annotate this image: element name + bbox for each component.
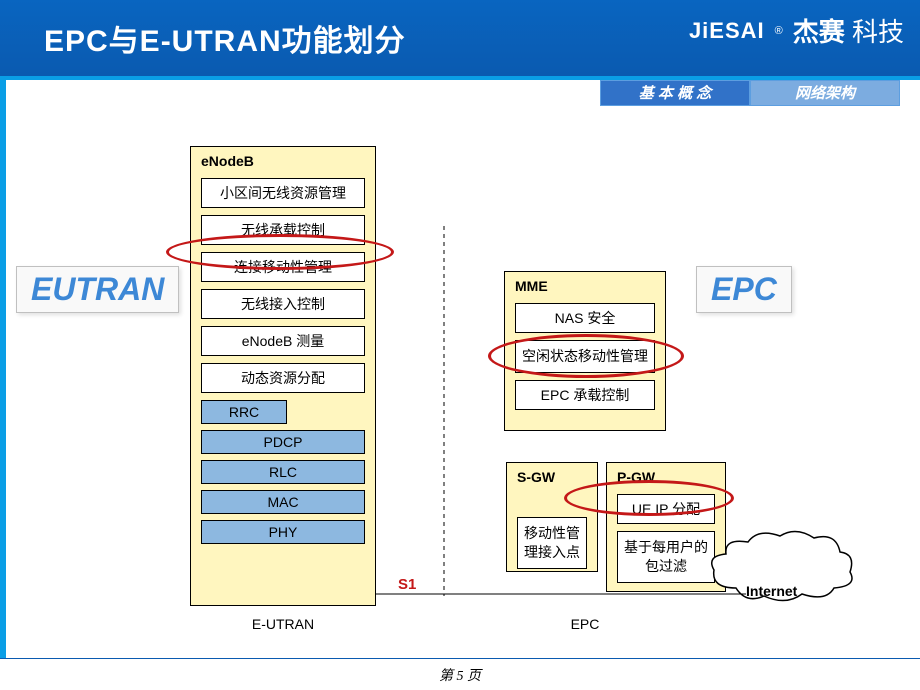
enodeb-box: eNodeB 小区间无线资源管理 无线承载控制 连接移动性管理 无线接入控制 e… <box>190 146 376 606</box>
enodeb-item: 动态资源分配 <box>201 363 365 393</box>
sgw-item: 移动性管理接入点 <box>517 517 587 569</box>
header: EPC与E-UTRAN功能划分 JiESAI ® 杰赛 科技 <box>0 0 920 76</box>
enodeb-item: 无线承载控制 <box>201 215 365 245</box>
logo: JiESAI ® 杰赛 科技 <box>689 12 904 49</box>
footer: 第 5 页 <box>0 658 920 690</box>
page-number: 第 5 页 <box>0 665 920 685</box>
reg-mark: ® <box>775 25 783 37</box>
s1-label: S1 <box>398 576 416 593</box>
eutran-caption: E-UTRAN <box>190 616 376 632</box>
pgw-item: UE IP 分配 <box>617 494 715 524</box>
logo-mark: JiESAI <box>689 18 765 44</box>
mme-item: EPC 承载控制 <box>515 380 655 410</box>
enodeb-item: 无线接入控制 <box>201 289 365 319</box>
logo-cn: 杰赛 科技 <box>793 12 904 49</box>
tab-network-arch[interactable]: 网络架构 <box>750 80 900 106</box>
tab-bar: 基 本 概 念 网络架构 <box>600 80 900 106</box>
enodeb-proto: PHY <box>201 520 365 544</box>
enodeb-proto: RRC <box>201 400 287 424</box>
enodeb-item: 小区间无线资源管理 <box>201 178 365 208</box>
eutran-side-label: EUTRAN <box>16 266 179 313</box>
enodeb-proto: MAC <box>201 490 365 514</box>
footer-line <box>0 658 920 659</box>
enodeb-proto: PDCP <box>201 430 365 454</box>
mme-box: MME NAS 安全 空闲状态移动性管理 EPC 承载控制 <box>504 271 666 431</box>
pgw-title: P-GW <box>607 463 725 487</box>
pgw-item: 基于每用户的包过滤 <box>617 531 715 583</box>
sgw-title: S-GW <box>507 463 597 487</box>
diagram-stage: EUTRAN EPC eNodeB 小区间无线资源管理 无线承载控制 连接移动性… <box>6 106 920 658</box>
enodeb-item: eNodeB 测量 <box>201 326 365 356</box>
enodeb-item: 连接移动性管理 <box>201 252 365 282</box>
sgw-box: S-GW 移动性管理接入点 <box>506 462 598 572</box>
internet-caption: Internet <box>746 583 797 599</box>
mme-item: 空闲状态移动性管理 <box>515 340 655 373</box>
page-title: EPC与E-UTRAN功能划分 <box>44 16 406 60</box>
enodeb-title: eNodeB <box>191 147 375 171</box>
tab-basic-concept[interactable]: 基 本 概 念 <box>600 80 750 106</box>
epc-side-label: EPC <box>696 266 792 313</box>
mme-item: NAS 安全 <box>515 303 655 333</box>
enodeb-proto: RLC <box>201 460 365 484</box>
epc-caption: EPC <box>504 616 666 632</box>
mme-title: MME <box>505 272 665 296</box>
